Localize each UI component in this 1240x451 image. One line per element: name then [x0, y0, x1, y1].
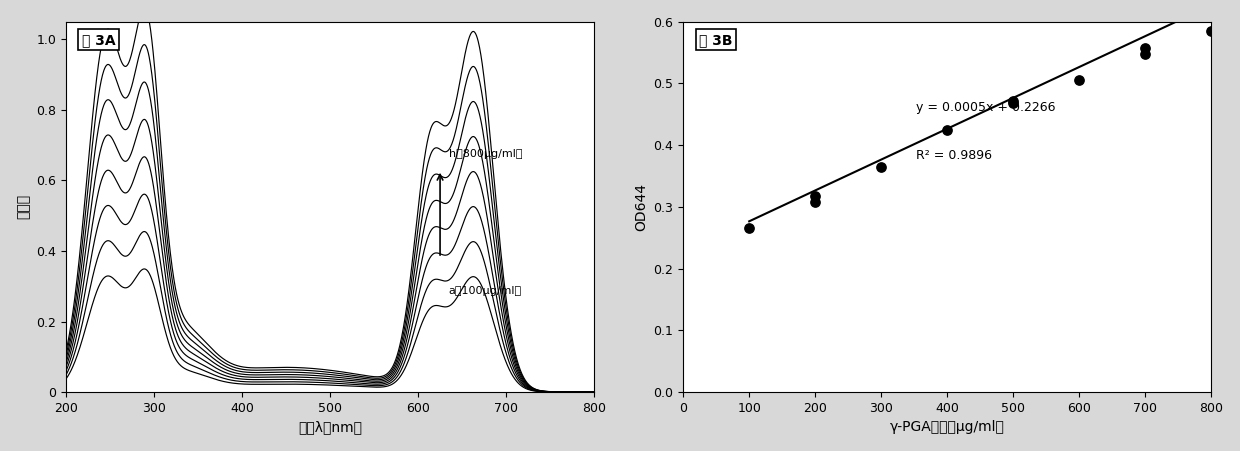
Point	[872, 163, 892, 170]
Point	[1069, 77, 1089, 84]
Point	[937, 126, 957, 133]
Point	[1202, 28, 1221, 35]
Point	[1136, 44, 1156, 51]
X-axis label: γ-PGA浓度（μg/ml）: γ-PGA浓度（μg/ml）	[890, 420, 1004, 434]
Point	[1003, 100, 1023, 107]
X-axis label: 波长λ（nm）: 波长λ（nm）	[298, 420, 362, 434]
Text: 图 3B: 图 3B	[699, 33, 733, 47]
Point	[1136, 50, 1156, 57]
Y-axis label: OD644: OD644	[634, 183, 647, 231]
Text: h（800μg/ml）: h（800μg/ml）	[449, 149, 522, 159]
Text: 图 3A: 图 3A	[82, 33, 115, 47]
Text: y = 0.0005x + 0.2266: y = 0.0005x + 0.2266	[915, 101, 1055, 114]
Point	[805, 192, 825, 199]
Text: a（100μg/ml）: a（100μg/ml）	[449, 286, 522, 296]
Point	[1003, 97, 1023, 104]
Y-axis label: 吸光度: 吸光度	[16, 194, 31, 220]
Text: R² = 0.9896: R² = 0.9896	[915, 149, 992, 162]
Point	[805, 198, 825, 206]
Point	[739, 225, 759, 232]
